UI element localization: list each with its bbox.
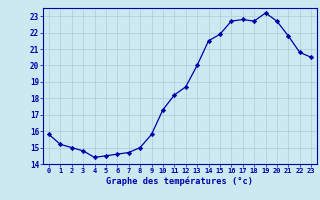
- X-axis label: Graphe des températures (°c): Graphe des températures (°c): [107, 177, 253, 186]
